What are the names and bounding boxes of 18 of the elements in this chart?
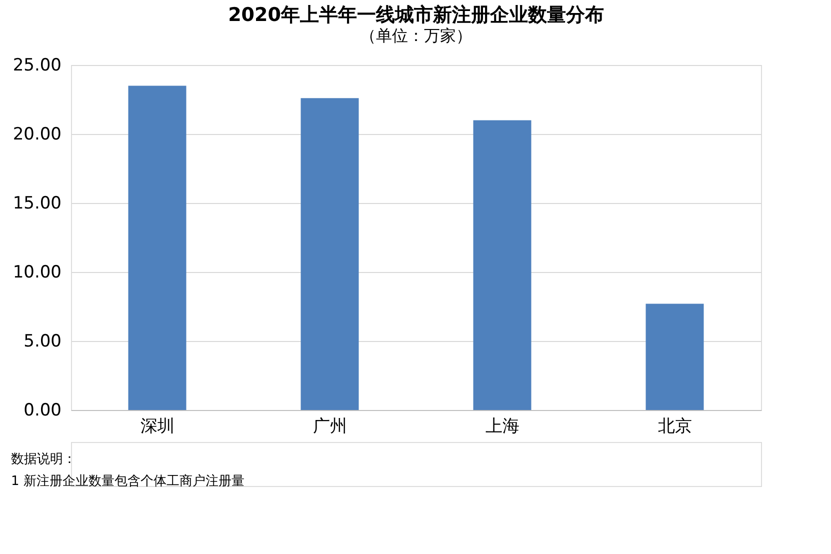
bar xyxy=(300,98,359,410)
bar xyxy=(646,304,704,410)
x-tick-label: 广州 xyxy=(312,416,347,436)
x-tick-label: 上海 xyxy=(485,416,520,436)
chart-title: 2020年上半年一线城市新注册企业数量分布 xyxy=(228,4,604,26)
x-tick-label: 深圳 xyxy=(140,416,174,436)
y-tick-label: 10.00 xyxy=(12,262,62,282)
y-tick-label: 5.00 xyxy=(24,332,62,352)
y-tick-label: 25.00 xyxy=(12,56,62,76)
y-tick-label: 15.00 xyxy=(12,194,62,214)
text: 1 新注册企业数量包含个体工商户注册量 xyxy=(11,474,244,489)
chart-subtitle: （单位：万家） xyxy=(360,26,472,45)
text: 数据说明： xyxy=(11,452,76,467)
y-tick-label: 20.00 xyxy=(12,124,62,144)
y-tick-label: 0.00 xyxy=(24,400,62,420)
bar xyxy=(473,120,532,410)
x-tick-label: 北京 xyxy=(658,416,692,436)
bar xyxy=(128,86,186,410)
